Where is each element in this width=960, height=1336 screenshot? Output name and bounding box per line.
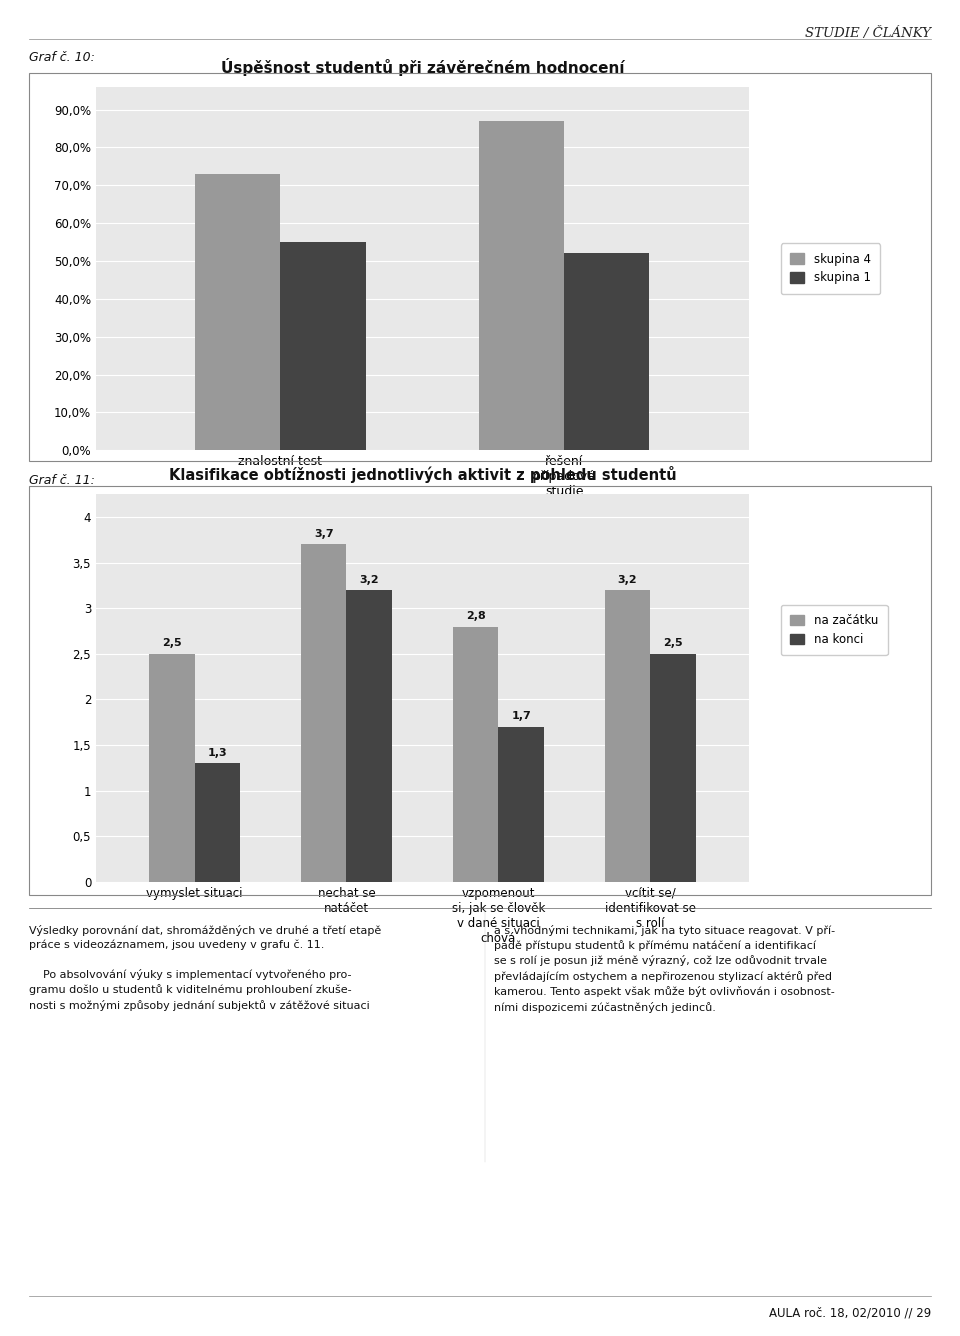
Bar [195, 174, 280, 450]
Legend: na začátku, na konci: na začátku, na konci [780, 604, 888, 656]
Bar [280, 242, 366, 450]
Bar [605, 591, 650, 882]
Text: 3,2: 3,2 [359, 574, 379, 585]
Bar [453, 627, 498, 882]
Text: Graf č. 11:: Graf č. 11: [29, 474, 95, 488]
Text: Výsledky porovnání dat, shromážděných ve druhé a třetí etapě
práce s videozáznam: Výsledky porovnání dat, shromážděných ve… [29, 925, 381, 1010]
Text: 1,3: 1,3 [207, 748, 228, 758]
Bar [347, 591, 392, 882]
Text: STUDIE / ČLÁNKY: STUDIE / ČLÁNKY [805, 27, 931, 40]
Text: 1,7: 1,7 [512, 711, 531, 721]
Bar [564, 254, 650, 450]
Text: AULA roč. 18, 02/2010 // 29: AULA roč. 18, 02/2010 // 29 [769, 1307, 931, 1320]
Text: Graf č. 10:: Graf č. 10: [29, 51, 95, 64]
Bar [479, 120, 564, 450]
Bar [195, 763, 240, 882]
Legend: skupina 4, skupina 1: skupina 4, skupina 1 [780, 243, 880, 294]
Text: 3,2: 3,2 [617, 574, 637, 585]
Text: 2,5: 2,5 [663, 639, 683, 648]
Bar [300, 545, 347, 882]
Text: 2,5: 2,5 [162, 639, 181, 648]
Bar [650, 653, 696, 882]
Bar [149, 653, 195, 882]
Bar [498, 727, 544, 882]
Title: Klasifikace obtížnosti jednotlivých aktivit z pohledu studentů: Klasifikace obtížnosti jednotlivých akti… [169, 466, 676, 484]
Text: 3,7: 3,7 [314, 529, 333, 538]
Title: Úspěšnost studentů při závěrečném hodnocení: Úspěšnost studentů při závěrečném hodnoc… [221, 57, 624, 76]
Text: a s vhodnými technikami, jak na tyto situace reagovat. V pří-
padě přístupu stud: a s vhodnými technikami, jak na tyto sit… [494, 925, 835, 1013]
Text: 2,8: 2,8 [466, 611, 486, 621]
